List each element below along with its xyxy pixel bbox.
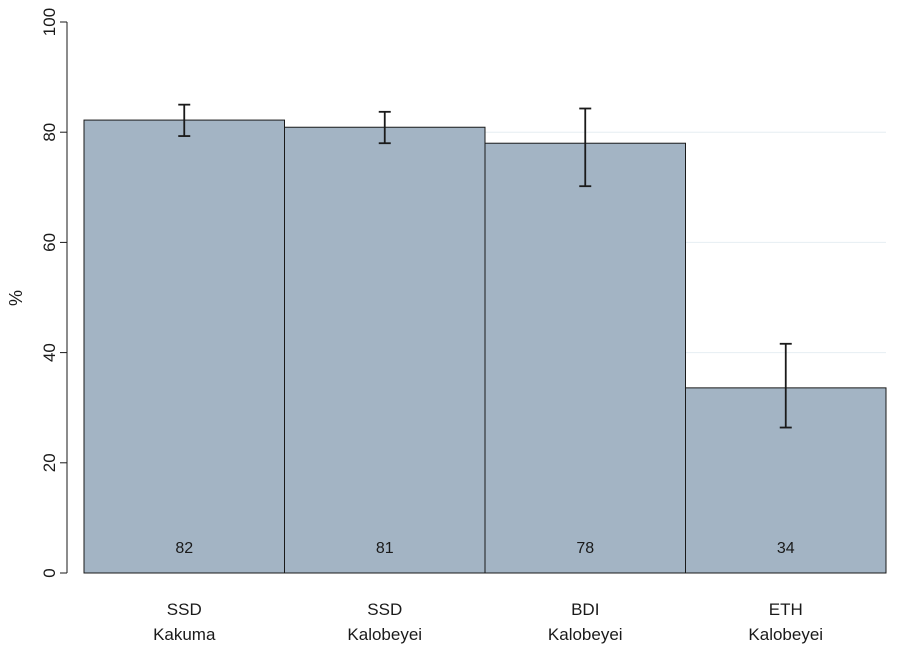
y-tick-label: 20 <box>40 453 59 472</box>
bar <box>284 126 486 574</box>
y-axis-title: % <box>6 290 26 306</box>
bar <box>484 142 686 574</box>
data-labels: 82 81 78 34 <box>175 540 794 557</box>
x-axis-labels: SSD Kakuma SSD Kalobeyei BDI Kalobeyei ETH Kalo… <box>153 600 823 644</box>
y-axis: 0 20 40 60 80 100 <box>40 8 68 578</box>
error-bars <box>178 103 792 429</box>
data-label: 34 <box>777 540 795 557</box>
category-label-line1: ETH <box>769 600 803 619</box>
y-tick-label: 60 <box>40 233 59 252</box>
category-label-line1: BDI <box>571 600 599 619</box>
bars <box>83 119 887 574</box>
category-label-line2: Kakuma <box>153 625 216 644</box>
data-label: 78 <box>576 540 594 557</box>
bar <box>83 119 285 574</box>
category-label-line1: SSD <box>367 600 402 619</box>
category-label-line2: Kalobeyei <box>548 625 623 644</box>
category-label-line2: Kalobeyei <box>347 625 422 644</box>
category-label-line2: Kalobeyei <box>748 625 823 644</box>
data-label: 82 <box>175 540 193 557</box>
category-label-line1: SSD <box>167 600 202 619</box>
y-tick-label: 0 <box>40 568 59 577</box>
y-tick-label: 80 <box>40 123 59 142</box>
y-tick-label: 100 <box>40 8 59 36</box>
data-label: 81 <box>376 540 394 557</box>
y-tick-label: 40 <box>40 343 59 362</box>
